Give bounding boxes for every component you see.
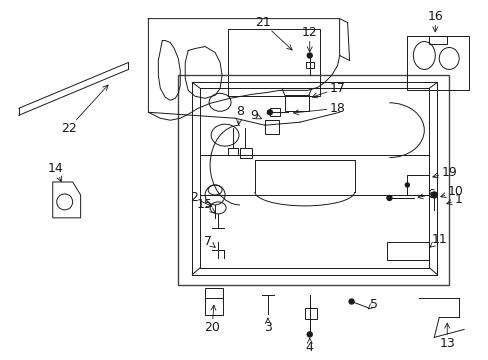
Circle shape (306, 53, 312, 58)
Circle shape (386, 195, 391, 201)
Text: 7: 7 (203, 235, 215, 248)
Text: 1: 1 (446, 193, 461, 206)
Circle shape (306, 332, 312, 337)
Bar (386, 242, 428, 260)
Bar (227, 28, 319, 96)
Text: 13: 13 (438, 323, 454, 350)
Text: 3: 3 (264, 318, 271, 334)
Text: 8: 8 (236, 105, 244, 125)
Bar (240, 148, 251, 158)
Text: 16: 16 (427, 10, 442, 32)
Text: 2: 2 (190, 192, 211, 206)
Text: 20: 20 (204, 305, 220, 334)
Text: 6: 6 (417, 188, 434, 202)
Bar (205, 288, 223, 315)
Text: 4: 4 (305, 338, 313, 354)
Text: 15: 15 (196, 198, 215, 213)
Text: 22: 22 (61, 85, 108, 135)
Text: 9: 9 (249, 109, 261, 122)
Text: 14: 14 (48, 162, 63, 181)
Bar (304, 307, 316, 319)
Bar (428, 36, 447, 44)
Circle shape (267, 110, 272, 115)
Text: 12: 12 (301, 26, 317, 52)
Bar (269, 108, 279, 116)
Circle shape (405, 183, 408, 187)
Bar (407, 36, 468, 90)
Bar (264, 120, 278, 134)
Text: 18: 18 (293, 102, 345, 115)
Text: 19: 19 (432, 166, 456, 179)
Text: 11: 11 (429, 233, 446, 247)
Text: 21: 21 (254, 16, 291, 50)
Text: 5: 5 (367, 298, 377, 311)
Bar (178, 75, 448, 285)
Bar (285, 95, 308, 111)
Circle shape (430, 192, 436, 198)
Text: 10: 10 (440, 185, 462, 198)
Text: 17: 17 (312, 82, 345, 98)
Bar (407, 175, 428, 195)
Circle shape (348, 299, 353, 304)
